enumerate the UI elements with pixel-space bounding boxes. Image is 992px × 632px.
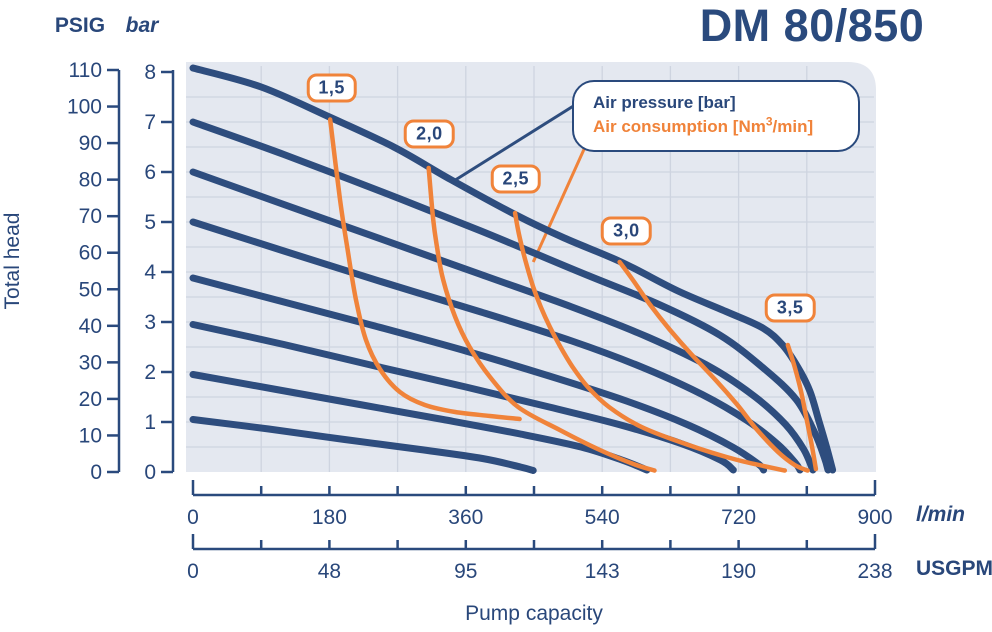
legend-air-consumption-post: /min]	[772, 117, 814, 136]
psig-axis-tick-label: 90	[79, 132, 102, 155]
curve-badge-3-0: 3,0	[601, 216, 652, 246]
legend-air-pressure: Air pressure [bar]	[593, 93, 736, 112]
pressure-curve-1-bar	[189, 416, 537, 474]
curve-badge-3-5: 3,5	[764, 293, 816, 323]
lmin-axis-tick-label: 0	[187, 506, 199, 529]
y-axis-title: Total head	[1, 212, 24, 310]
psig-axis-tick-label: 0	[90, 461, 102, 484]
legend: Air pressure [bar] Air consumption [Nm3/…	[572, 80, 860, 152]
psig-axis-tick-label: 50	[79, 278, 102, 301]
usgpm-axis-tick-label: 238	[857, 560, 892, 583]
legend-callout-consumption	[531, 135, 592, 263]
legend-air-consumption-pre: Air consumption [Nm	[593, 117, 766, 136]
psig-axis-tick-label: 110	[69, 59, 102, 82]
usgpm-axis-tick-label: 143	[585, 560, 620, 583]
curve-badge-2-5: 2,5	[490, 164, 542, 194]
psig-axis-tick-label: 40	[79, 315, 102, 338]
psig-axis-tick-label: 100	[67, 96, 102, 119]
legend-air-consumption: Air consumption [Nm3/min]	[593, 115, 858, 139]
pressure-curve-7-bar	[189, 118, 832, 474]
bar-axis-tick-label: 7	[144, 111, 156, 134]
bar-axis-tick-label: 2	[144, 361, 156, 384]
consumption-curve-1-5	[327, 117, 522, 422]
consumption-curve-3-0	[617, 259, 810, 473]
bar-axis-tick-label: 0	[144, 461, 156, 484]
pressure-curve-5-bar	[189, 218, 804, 474]
legend-callout-pressure	[451, 103, 576, 184]
psig-axis-tick-label: 80	[79, 169, 102, 192]
pressure-curve-8-bar	[189, 64, 837, 474]
lmin-axis-tick-label: 900	[857, 506, 892, 529]
usgpm-axis-tick-label: 48	[318, 560, 341, 583]
usgpm-axis-tick-label: 0	[187, 560, 199, 583]
consumption-curve-2-5	[512, 210, 788, 473]
curve-badge-2-0: 2,0	[404, 119, 455, 149]
psig-axis-tick-label: 30	[79, 351, 102, 374]
legend-air-consumption-sup: 3	[765, 114, 773, 129]
x-axis-title: Pump capacity	[465, 602, 603, 625]
lmin-axis-tick-label: 540	[585, 506, 620, 529]
flow-unit-usgpm-label: USGPM	[916, 557, 992, 580]
bar-axis-tick-label: 1	[144, 411, 156, 434]
curve-badge-1-5: 1,5	[306, 73, 357, 103]
usgpm-axis-tick-label: 190	[721, 560, 756, 583]
psig-axis-tick-label: 20	[79, 388, 102, 411]
flow-unit-lmin-label: l/min	[916, 503, 966, 526]
bar-axis-tick-label: 3	[144, 311, 156, 334]
pressure-curve-6-bar	[189, 168, 817, 474]
chart-title: DM 80/850	[699, 0, 925, 51]
psig-axis-tick-label: 10	[79, 424, 102, 447]
psig-axis-header: PSIG	[54, 14, 106, 37]
bar-axis-tick-label: 5	[144, 211, 156, 234]
bar-axis-header: bar	[125, 14, 159, 37]
consumption-curve-3-5	[785, 342, 819, 472]
bar-axis-tick-label: 6	[144, 161, 156, 184]
usgpm-axis-tick-label: 95	[454, 560, 477, 583]
psig-axis-tick-label: 70	[79, 205, 102, 228]
psig-axis-tick-label: 60	[79, 242, 102, 265]
pressure-curve-4-bar	[189, 274, 768, 474]
bar-axis-tick-label: 8	[144, 61, 156, 84]
lmin-axis-tick-label: 180	[312, 506, 347, 529]
lmin-axis-tick-label: 720	[721, 506, 756, 529]
bar-axis-tick-label: 4	[144, 261, 156, 284]
lmin-axis-tick-label: 360	[448, 506, 483, 529]
consumption-curve-2-0	[426, 165, 657, 473]
